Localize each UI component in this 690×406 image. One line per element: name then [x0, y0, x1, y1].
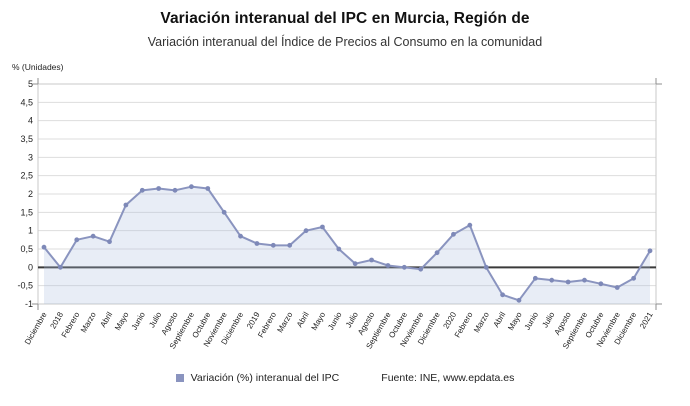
svg-text:Marzo: Marzo [275, 310, 294, 334]
svg-text:Junio: Junio [130, 310, 148, 332]
svg-text:Junio: Junio [523, 310, 541, 332]
chart-header: Variación interanual del IPC en Murcia, … [0, 10, 690, 49]
svg-text:5: 5 [28, 79, 33, 89]
svg-text:0: 0 [28, 262, 33, 272]
svg-text:4,5: 4,5 [20, 97, 33, 107]
svg-text:3,5: 3,5 [20, 134, 33, 144]
svg-text:Abril: Abril [295, 310, 311, 329]
svg-text:Marzo: Marzo [79, 310, 98, 334]
svg-text:Julio: Julio [540, 310, 556, 329]
svg-text:1,5: 1,5 [20, 207, 33, 217]
ipc-line-chart-svg: % (Unidades) 5 4,5 4 3,5 3 2,5 2 1,5 1 0,5 0 -0,5 -1D… [12, 62, 662, 350]
svg-text:Abril: Abril [98, 310, 114, 329]
svg-text:4: 4 [28, 116, 33, 126]
svg-text:0,5: 0,5 [20, 244, 33, 254]
series-markers [41, 184, 653, 303]
svg-text:2,5: 2,5 [20, 171, 33, 181]
legend-series-label: Variación (%) interanual del IPC [190, 372, 340, 384]
corner-marks [32, 78, 662, 310]
y-axis-unit-label: % (Unidades) [12, 62, 64, 72]
svg-text:-1: -1 [25, 299, 33, 309]
chart-subtitle: Variación interanual del Índice de Preci… [147, 35, 543, 49]
svg-text:Abril: Abril [492, 310, 508, 329]
svg-text:Mayo: Mayo [310, 310, 328, 332]
legend-series-marker [175, 374, 184, 382]
chart-title: Variación interanual del IPC en Murcia, … [160, 10, 530, 27]
series-area-fill [44, 186, 650, 304]
svg-text:Julio: Julio [344, 310, 360, 329]
legend-and-source: Variación (%) interanual del IPC Fuente:… [0, 372, 690, 384]
svg-text:Diciembre: Diciembre [23, 310, 49, 346]
svg-text:-0,5: -0,5 [17, 281, 33, 291]
svg-text:3: 3 [28, 152, 33, 162]
svg-text:Mayo: Mayo [506, 310, 524, 332]
svg-text:Marzo: Marzo [472, 310, 491, 334]
svg-text:Julio: Julio [147, 310, 163, 329]
svg-text:Mayo: Mayo [113, 310, 131, 332]
svg-text:1: 1 [28, 226, 33, 236]
source-text: Fuente: INE, www.epdata.es [381, 372, 515, 384]
y-tick-labels: 5 4,5 4 3,5 3 2,5 2 1,5 1 0,5 0 -0,5 -1 [17, 79, 33, 309]
svg-text:2021: 2021 [638, 310, 655, 330]
svg-text:Junio: Junio [326, 310, 344, 332]
plot-border [37, 83, 657, 305]
svg-text:2: 2 [28, 189, 33, 199]
series-line [43, 185, 651, 302]
chart-area: % (Unidades) 5 4,5 4 3,5 3 2,5 2 1,5 1 0,5 0 -0,5 -1 D… [0, 58, 690, 360]
